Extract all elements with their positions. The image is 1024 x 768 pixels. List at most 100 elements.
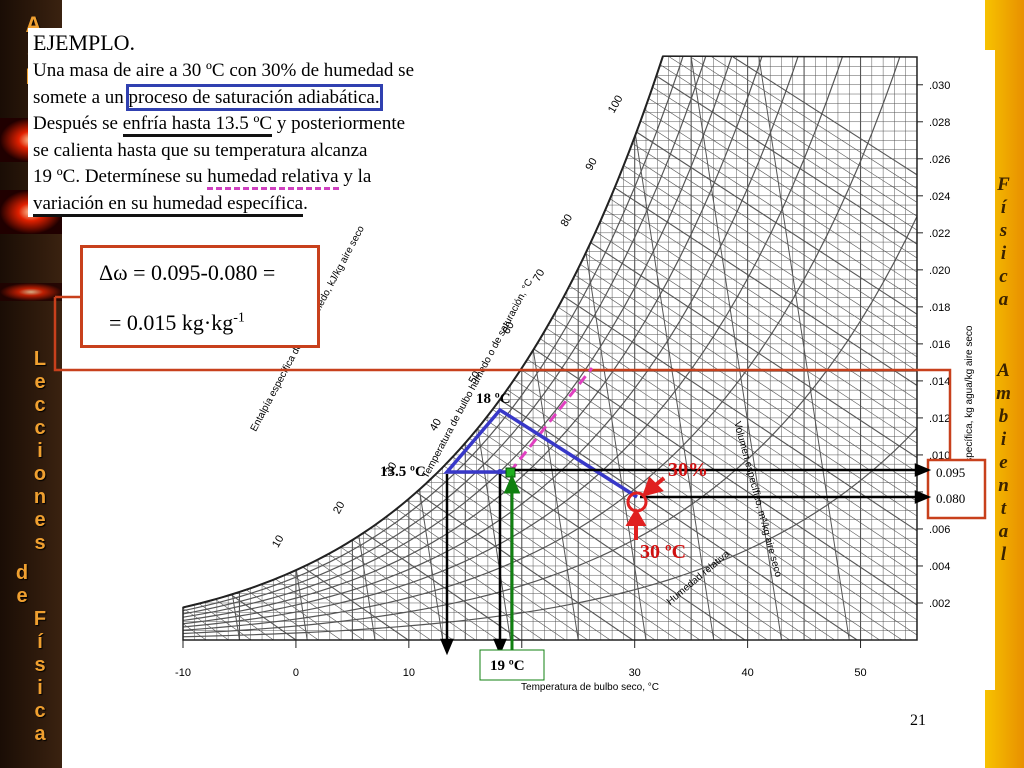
sidebar-word: Física bbox=[993, 174, 1014, 312]
enthalpy-line bbox=[183, 56, 544, 640]
exponent: -1 bbox=[233, 310, 245, 326]
chart-frame bbox=[182, 55, 918, 641]
equation: Δω = 0.095-0.080 = bbox=[99, 260, 276, 285]
arrow bbox=[503, 474, 521, 652]
text-segment: y la bbox=[338, 166, 372, 187]
annotation: 18 ºC bbox=[476, 391, 511, 407]
enthalpy-tick-label: 40 bbox=[428, 417, 445, 434]
x-axis-label: Temperatura de bulbo seco, °C bbox=[521, 682, 659, 693]
enthalpy-line bbox=[732, 56, 917, 640]
text-line: 19 ºC. Determínese su humedad relativa y… bbox=[33, 164, 503, 191]
text-line: se calienta hasta que su temperatura alc… bbox=[33, 138, 503, 165]
sidebar-word: Ambiental bbox=[993, 360, 1014, 567]
volume-line bbox=[758, 56, 850, 640]
annotation: 13.5 ºC bbox=[380, 464, 426, 480]
volume-line bbox=[690, 56, 782, 640]
enthalpy-line bbox=[690, 56, 917, 640]
rh-curve bbox=[183, 427, 917, 638]
enthalpy-tick-label: 20 bbox=[331, 500, 348, 517]
y-axis-label: Humedad específica, kg agua/kg aire seco bbox=[964, 325, 975, 514]
enthalpy-tick-label: 90 bbox=[583, 156, 600, 173]
text-segment: proceso de saturación adiabática. bbox=[125, 83, 383, 111]
connector bbox=[53, 295, 952, 460]
enthalpy-tick-label: 60 bbox=[500, 320, 517, 337]
enthalpy-tick-label: 30 bbox=[383, 460, 400, 477]
enthalpy-line bbox=[648, 56, 917, 640]
enthalpy-tick-label: 10 bbox=[270, 533, 287, 550]
y-tick-label: .014 bbox=[929, 376, 950, 388]
enthalpy-line bbox=[499, 56, 917, 640]
volume-line bbox=[622, 56, 715, 640]
point bbox=[497, 469, 503, 475]
text-segment: humedad relativa bbox=[207, 166, 339, 190]
annotation: 30% bbox=[668, 459, 708, 481]
problem-text: EJEMPLO. Una masa de aire a 30 ºC con 30… bbox=[28, 28, 503, 217]
y-tick-label: .022 bbox=[929, 228, 950, 240]
x-tick-label: 40 bbox=[741, 667, 753, 679]
text-segment: y posteriormente bbox=[272, 113, 406, 134]
y-tick-label: .024 bbox=[929, 191, 950, 203]
text-segment: . bbox=[303, 192, 308, 214]
text-segment: enfría hasta 13.5 ºC bbox=[122, 113, 273, 137]
y-tick-label: .006 bbox=[929, 524, 950, 536]
x-tick-label: -10 bbox=[175, 667, 191, 679]
enthalpy-line bbox=[563, 56, 917, 640]
sidebar-word: Física bbox=[29, 608, 51, 746]
rh-curve bbox=[183, 56, 917, 618]
equation: = 0.015 kg·kg-1 bbox=[109, 310, 245, 336]
text-segment: Una masa de aire a 30 ºC con 30% de hume… bbox=[33, 60, 415, 81]
sidebar-word: Lecciones bbox=[29, 348, 51, 555]
page-number: 21 bbox=[910, 712, 926, 729]
enthalpy-tick-label: 80 bbox=[559, 212, 576, 229]
text-line: Después se enfría hasta 13.5 ºC y poster… bbox=[33, 111, 503, 138]
text-segment: Después se bbox=[33, 113, 123, 134]
text-segment: se calienta hasta que su temperatura alc… bbox=[33, 139, 368, 161]
enthalpy-line bbox=[669, 56, 917, 640]
point bbox=[505, 467, 516, 478]
enthalpy-line bbox=[183, 56, 566, 640]
rh-curve bbox=[183, 56, 917, 622]
text-line: variación en su humedad específica. bbox=[33, 191, 503, 218]
y-tick-label: .018 bbox=[929, 302, 950, 314]
rh-curve bbox=[183, 56, 917, 612]
text-line: Una masa de aire a 30 ºC con 30% de hume… bbox=[33, 58, 503, 85]
text-line: somete a un proceso de saturación adiabá… bbox=[33, 83, 503, 112]
annotation: 30 ºC bbox=[640, 541, 686, 563]
heading: EJEMPLO. bbox=[33, 30, 136, 55]
enthalpy-line bbox=[626, 56, 917, 640]
arrows bbox=[440, 463, 932, 656]
x-tick-label: 10 bbox=[403, 667, 415, 679]
y-tick-label: .026 bbox=[929, 154, 950, 166]
rh-curve bbox=[183, 216, 917, 635]
x-tick-label: 50 bbox=[854, 667, 866, 679]
y-tick-label: .012 bbox=[929, 413, 950, 425]
rh-curve bbox=[183, 56, 917, 628]
text-segment: 19 ºC. Determínese su bbox=[33, 166, 208, 187]
enthalpy-line bbox=[584, 56, 917, 640]
annotation: 19 ºC bbox=[490, 658, 525, 674]
enthalpy-line bbox=[183, 56, 499, 640]
enthalpy-line bbox=[183, 56, 521, 640]
process-line bbox=[508, 367, 594, 473]
text-segment: variación en su humedad específica bbox=[33, 192, 304, 217]
equation: = 0.015 kg·kg bbox=[109, 310, 234, 335]
enthalpy-tick-label: 70 bbox=[531, 267, 548, 284]
enthalpy-line bbox=[605, 56, 917, 640]
sidebar-image bbox=[0, 283, 62, 301]
x-tick-label: 0 bbox=[293, 667, 299, 679]
label-box bbox=[479, 649, 545, 681]
arrows bbox=[625, 476, 666, 540]
enthalpy-tick-label: 50 bbox=[467, 369, 484, 386]
rh-curve bbox=[183, 56, 917, 615]
y-tick-label: .002 bbox=[929, 598, 950, 610]
process-path bbox=[443, 407, 638, 499]
y-tick-label: .020 bbox=[929, 265, 950, 277]
value-box bbox=[926, 458, 987, 520]
y-tick-label: .028 bbox=[929, 117, 950, 129]
enthalpy-line bbox=[542, 56, 917, 640]
rh-curve bbox=[183, 56, 917, 625]
rh-curve bbox=[183, 56, 917, 631]
text-segment: somete a un bbox=[33, 86, 129, 108]
sidebar-word: de bbox=[11, 562, 33, 608]
